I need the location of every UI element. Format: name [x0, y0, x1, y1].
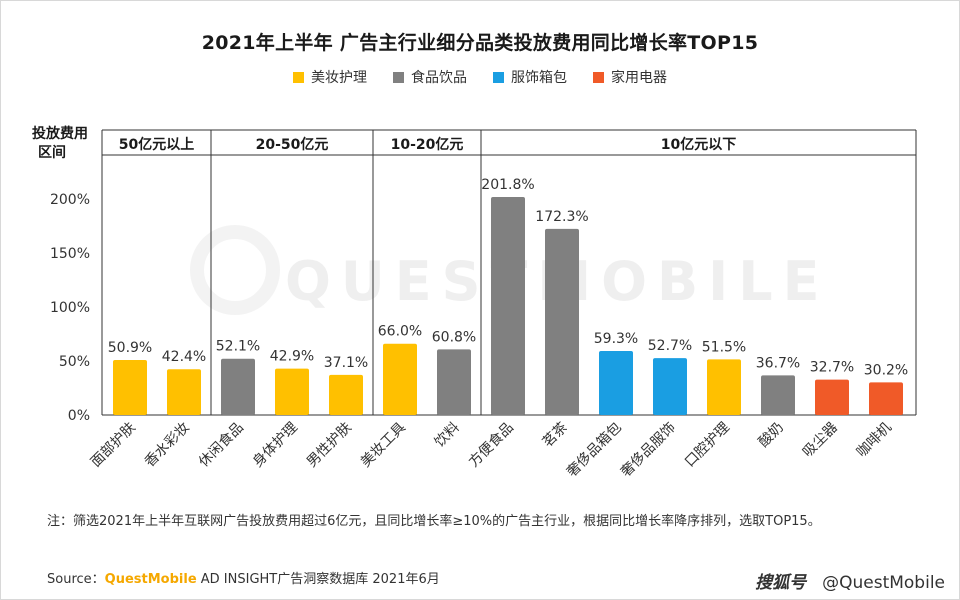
sohu-logo: 搜狐号: [755, 573, 807, 593]
bar-value-label: 30.2%: [864, 362, 908, 378]
questmobile-handle: @QuestMobile: [822, 573, 945, 593]
legend-swatch: [393, 71, 404, 83]
legend-swatch: [593, 71, 604, 83]
group-label: 20-50亿元: [256, 136, 329, 153]
bar: [869, 382, 903, 415]
x-tick-label: 奢侈品箱包: [564, 420, 625, 481]
bar: [275, 368, 309, 415]
bar-value-label: 52.1%: [216, 339, 260, 355]
x-tick-label: 休闲食品: [195, 419, 247, 471]
legend-item: 食品饮品: [393, 67, 467, 87]
bar-value-label: 51.5%: [702, 339, 746, 355]
bar-value-label: 50.9%: [108, 340, 152, 356]
x-tick-label: 口腔护理: [682, 420, 733, 471]
bar: [221, 358, 255, 415]
y-tick-label: 50%: [59, 354, 90, 370]
group-label: 50亿元以上: [119, 136, 194, 153]
x-tick-label: 吸尘器: [800, 420, 841, 461]
bar: [329, 374, 363, 415]
bar: [383, 343, 417, 415]
x-tick-label: 咖啡机: [854, 420, 895, 461]
group-label: 10亿元以下: [661, 136, 736, 153]
bar-value-label: 66.0%: [378, 324, 422, 340]
bar-value-label: 201.8%: [481, 177, 534, 193]
y-axis-label-line1: 投放费用: [32, 125, 88, 142]
chart-title: 2021年上半年 广告主行业细分品类投放费用同比增长率TOP15: [201, 32, 759, 54]
bar-value-label: 60.8%: [432, 329, 476, 345]
bar-value-label: 172.3%: [535, 209, 588, 225]
bar-value-label: 42.9%: [270, 349, 314, 365]
source-brand: QuestMobile: [104, 572, 197, 587]
x-tick-label: 奢侈品服饰: [618, 420, 679, 481]
bar-value-label: 42.4%: [162, 349, 206, 365]
y-tick-label: 100%: [50, 300, 90, 316]
bar: [653, 358, 687, 415]
legend-label: 食品饮品: [411, 70, 467, 86]
x-tick-label: 香水彩妆: [142, 420, 193, 471]
source-prefix: Source：: [47, 572, 105, 587]
x-tick-label: 男性护肤: [304, 420, 355, 471]
bar: [707, 359, 741, 415]
x-tick-label: 身体护理: [250, 420, 301, 471]
bar: [491, 197, 525, 415]
legend-item: 美妆护理: [293, 67, 367, 87]
x-tick-label: 方便食品: [465, 419, 517, 471]
y-tick-label: 150%: [50, 246, 90, 262]
x-tick-label: 饮料: [432, 420, 463, 451]
x-tick-label: 面部护肤: [88, 420, 139, 471]
x-tick-label: 茗茶: [540, 420, 571, 451]
bar-value-label: 36.7%: [756, 355, 800, 371]
bar: [437, 349, 471, 415]
legend-swatch: [493, 71, 504, 83]
footnote: 注：筛选2021年上半年互联网广告投放费用超过6亿元，且同比增长率≥10%的广告…: [47, 514, 821, 529]
x-tick-label: 酸奶: [756, 420, 787, 451]
y-axis-label-line2: 区间: [38, 144, 66, 161]
footer-logo: 搜狐号 @QuestMobile: [755, 568, 945, 593]
y-tick-label: 200%: [50, 192, 90, 208]
source-line: Source：QuestMobile AD INSIGHT广告洞察数据库 202…: [47, 568, 440, 587]
legend-label: 服饰箱包: [511, 70, 567, 86]
group-label: 10-20亿元: [391, 136, 464, 153]
legend-item: 家用电器: [593, 67, 667, 87]
legend-item: 服饰箱包: [493, 67, 567, 87]
bar: [167, 369, 201, 415]
bar: [113, 360, 147, 415]
legend-label: 美妆护理: [311, 70, 367, 86]
bar: [599, 350, 633, 415]
legend-label: 家用电器: [611, 70, 667, 86]
bar-value-label: 32.7%: [810, 360, 854, 376]
bar: [545, 228, 579, 415]
bar: [761, 375, 795, 415]
bar-value-label: 59.3%: [594, 331, 638, 347]
bar-value-label: 52.7%: [648, 338, 692, 354]
y-tick-label: 0%: [68, 408, 90, 424]
bar-value-label: 37.1%: [324, 355, 368, 371]
legend: 美妆护理 食品饮品 服饰箱包 家用电器: [0, 67, 960, 87]
source-rest: AD INSIGHT广告洞察数据库 2021年6月: [196, 572, 440, 587]
bar: [815, 379, 849, 415]
x-tick-label: 美妆工具: [358, 420, 409, 471]
legend-swatch: [293, 71, 304, 83]
